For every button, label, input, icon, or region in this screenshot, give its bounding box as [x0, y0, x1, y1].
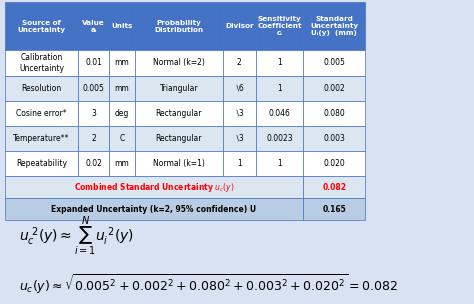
- Bar: [303, 198, 365, 220]
- Bar: [109, 2, 135, 50]
- Text: 0.020: 0.020: [323, 159, 345, 168]
- Text: ∖3: ∖3: [235, 109, 244, 118]
- Text: mm: mm: [115, 58, 129, 67]
- Bar: [135, 151, 223, 176]
- Bar: [303, 151, 365, 176]
- Bar: [5, 75, 78, 101]
- Bar: [78, 2, 109, 50]
- Text: 0.080: 0.080: [323, 109, 345, 118]
- Text: 1: 1: [237, 159, 242, 168]
- Text: ∖3: ∖3: [235, 134, 244, 143]
- Bar: [223, 126, 256, 151]
- Bar: [223, 2, 256, 50]
- Text: ∖6: ∖6: [235, 84, 244, 93]
- Bar: [223, 75, 256, 101]
- Bar: [78, 126, 109, 151]
- Text: 0.082: 0.082: [322, 183, 346, 192]
- Bar: [256, 101, 303, 126]
- Bar: [223, 50, 256, 75]
- Bar: [256, 2, 303, 50]
- Bar: [109, 126, 135, 151]
- Text: Standard
Uncertainty
Uᵢ(y)  (mm): Standard Uncertainty Uᵢ(y) (mm): [310, 16, 358, 36]
- Bar: [5, 101, 78, 126]
- Text: Normal (k=1): Normal (k=1): [153, 159, 205, 168]
- Text: 0.002: 0.002: [323, 84, 345, 93]
- Text: Normal (k=2): Normal (k=2): [153, 58, 205, 67]
- Bar: [5, 176, 303, 198]
- Text: Temperature**: Temperature**: [13, 134, 70, 143]
- Bar: [256, 75, 303, 101]
- Text: mm: mm: [115, 84, 129, 93]
- Text: $u_c(y)\approx\sqrt{0.005^2+0.002^2+0.080^2+0.003^2+0.020^2}=0.082$: $u_c(y)\approx\sqrt{0.005^2+0.002^2+0.08…: [19, 272, 398, 296]
- Text: mm: mm: [115, 159, 129, 168]
- Bar: [135, 101, 223, 126]
- Text: 0.0023: 0.0023: [266, 134, 293, 143]
- Text: Rectangular: Rectangular: [155, 109, 202, 118]
- Text: Repeatability: Repeatability: [16, 159, 67, 168]
- Bar: [135, 2, 223, 50]
- Bar: [78, 151, 109, 176]
- Bar: [135, 75, 223, 101]
- Text: 1: 1: [277, 159, 282, 168]
- Bar: [256, 50, 303, 75]
- Text: 0.02: 0.02: [85, 159, 102, 168]
- Bar: [303, 2, 365, 50]
- Text: Source of
Uncertainty: Source of Uncertainty: [18, 20, 65, 33]
- Text: 0.005: 0.005: [323, 58, 345, 67]
- Text: 0.046: 0.046: [269, 109, 291, 118]
- Text: Cosine error*: Cosine error*: [16, 109, 67, 118]
- Bar: [5, 198, 303, 220]
- Bar: [135, 126, 223, 151]
- Bar: [78, 50, 109, 75]
- Bar: [256, 151, 303, 176]
- Bar: [223, 151, 256, 176]
- Bar: [303, 101, 365, 126]
- Text: 3: 3: [91, 109, 96, 118]
- Text: Value
aᵢ: Value aᵢ: [82, 20, 105, 33]
- Text: 0.005: 0.005: [82, 84, 105, 93]
- Text: Probability
Distribution: Probability Distribution: [155, 20, 203, 33]
- Text: Sensitivity
Coefficient
cᵢ: Sensitivity Coefficient cᵢ: [257, 16, 302, 36]
- Bar: [109, 101, 135, 126]
- Bar: [78, 101, 109, 126]
- Text: deg: deg: [115, 109, 129, 118]
- Text: Combined Standard Uncertainty $u_c(y)$: Combined Standard Uncertainty $u_c(y)$: [73, 181, 235, 194]
- Text: 0.01: 0.01: [85, 58, 102, 67]
- Text: 0.165: 0.165: [322, 205, 346, 213]
- Text: Units: Units: [111, 23, 133, 29]
- Text: 1: 1: [277, 58, 282, 67]
- Bar: [109, 75, 135, 101]
- Bar: [5, 151, 78, 176]
- Bar: [303, 126, 365, 151]
- Text: Divisor: Divisor: [225, 23, 254, 29]
- Text: 2: 2: [237, 58, 242, 67]
- Bar: [5, 2, 78, 50]
- Bar: [135, 50, 223, 75]
- Text: 1: 1: [277, 84, 282, 93]
- Bar: [303, 50, 365, 75]
- Text: Calibration
Uncertainty: Calibration Uncertainty: [19, 53, 64, 73]
- Text: Resolution: Resolution: [21, 84, 62, 93]
- Text: Expanded Uncertainty (k=2, 95% confidence) U: Expanded Uncertainty (k=2, 95% confidenc…: [52, 205, 256, 213]
- Text: $u_c^{\ 2}(y)\approx\sum_{i=1}^{N}u_i^{\ 2}(y)$: $u_c^{\ 2}(y)\approx\sum_{i=1}^{N}u_i^{\…: [19, 214, 134, 257]
- Bar: [5, 126, 78, 151]
- Text: 0.003: 0.003: [323, 134, 345, 143]
- Text: C: C: [119, 134, 125, 143]
- Bar: [109, 151, 135, 176]
- Text: Triangular: Triangular: [160, 84, 198, 93]
- Bar: [78, 75, 109, 101]
- Bar: [5, 50, 78, 75]
- Text: 2: 2: [91, 134, 96, 143]
- Bar: [256, 126, 303, 151]
- Bar: [223, 101, 256, 126]
- Text: Rectangular: Rectangular: [155, 134, 202, 143]
- Bar: [303, 75, 365, 101]
- Bar: [303, 176, 365, 198]
- Bar: [109, 50, 135, 75]
